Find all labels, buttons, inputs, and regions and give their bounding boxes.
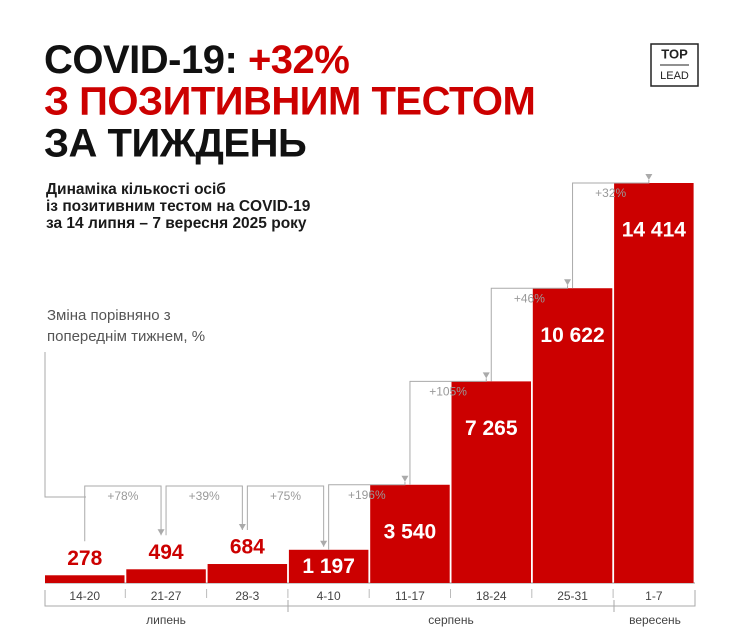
annotation-line <box>44 352 86 498</box>
x-tick-label: 11-17 <box>395 589 425 603</box>
change-bracket <box>490 285 569 382</box>
change-bracket <box>246 485 325 547</box>
x-tick-label: 28-3 <box>235 589 259 603</box>
title-part: COVID-19: +32% <box>44 38 349 82</box>
value-label: 7 265 <box>465 417 518 440</box>
month-label: серпень <box>428 613 473 627</box>
logo-box <box>650 43 699 87</box>
x-tick-label: 25-31 <box>557 589 588 603</box>
value-label: 3 540 <box>384 520 437 543</box>
change-bracket <box>84 485 162 542</box>
change-label: +75% <box>270 489 301 503</box>
value-label: 1 197 <box>302 555 355 578</box>
change-arrow <box>482 372 490 379</box>
subtitle: Динаміка кількості осіб <box>46 181 226 198</box>
change-arrow <box>157 529 165 536</box>
x-tick-label: 1-7 <box>645 589 663 603</box>
subtitle: із позитивним тестом на COVID-19 <box>46 198 311 215</box>
x-tick-label: 4-10 <box>317 589 341 603</box>
logo-text: LEAD <box>660 70 689 82</box>
change-arrow <box>238 524 246 531</box>
change-bracket <box>328 481 406 550</box>
title-line: ЗА ТИЖДЕНЬ <box>44 122 306 166</box>
value-label: 494 <box>149 541 184 564</box>
bar <box>207 564 288 583</box>
bar <box>288 549 369 583</box>
title-part: +32% <box>248 38 349 82</box>
value-label: 10 622 <box>540 324 604 347</box>
change-label: +78% <box>107 489 138 503</box>
change-label: +196% <box>348 488 386 502</box>
bar <box>532 288 613 583</box>
change-label: +39% <box>189 489 220 503</box>
change-arrow <box>645 174 653 180</box>
change-arrow <box>401 475 409 482</box>
logo-text: TOP <box>661 46 688 61</box>
bar <box>45 575 125 583</box>
change-bracket <box>165 485 243 536</box>
month-label: липень <box>146 613 186 627</box>
subtitle: за 14 липня – 7 вересня 2025 року <box>46 215 307 232</box>
value-label: 278 <box>67 547 102 570</box>
x-tick-label: 18-24 <box>476 589 507 603</box>
bar <box>451 381 531 583</box>
annotation: Зміна порівняно з <box>47 307 171 324</box>
title-line: З ПОЗИТИВНИМ ТЕСТОМ <box>44 80 535 124</box>
month-bracket <box>44 590 696 607</box>
change-arrow <box>320 540 328 547</box>
x-tick-label: 14-20 <box>69 589 100 603</box>
change-arrow <box>564 279 572 286</box>
bar <box>126 569 206 583</box>
month-label: вересень <box>629 613 681 627</box>
bar <box>370 484 450 583</box>
change-bracket <box>572 180 650 289</box>
x-tick-label: 21-27 <box>151 589 182 603</box>
change-label: +105% <box>429 385 467 399</box>
bar <box>614 183 694 583</box>
value-label: 14 414 <box>622 219 687 242</box>
change-label: +46% <box>514 291 545 305</box>
change-bracket <box>409 378 487 485</box>
title-part: COVID-19: <box>44 38 237 82</box>
value-label: 684 <box>230 536 265 559</box>
change-label: +32% <box>595 186 626 200</box>
annotation: попереднім тижнем, % <box>47 328 205 345</box>
